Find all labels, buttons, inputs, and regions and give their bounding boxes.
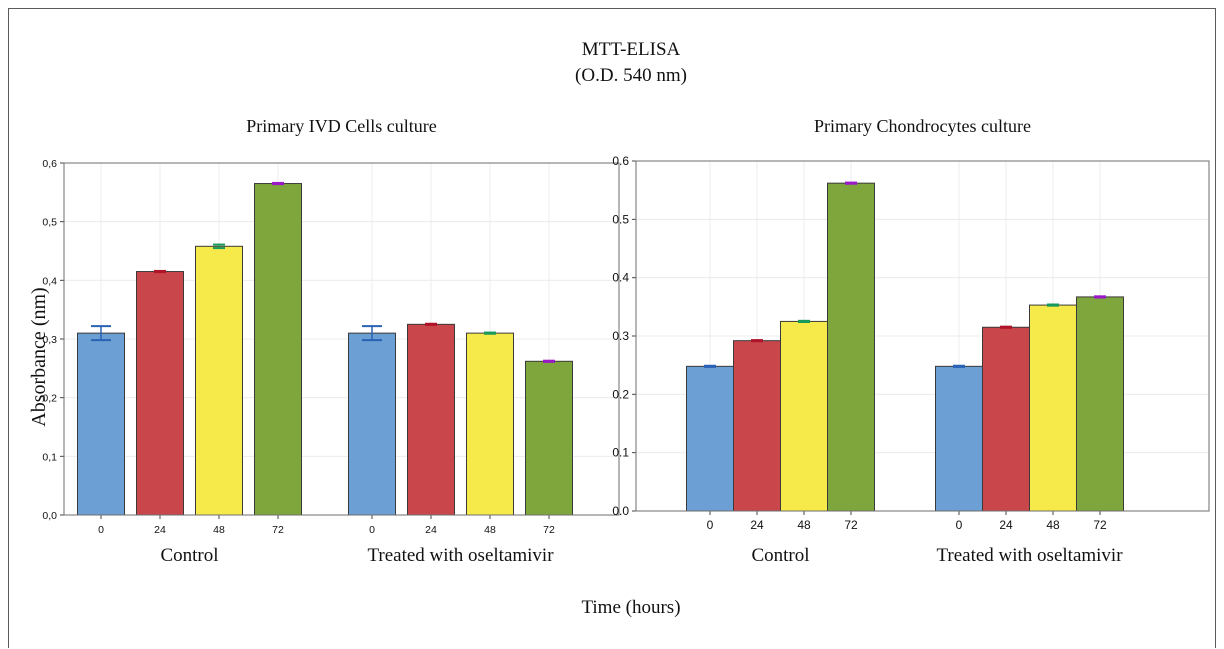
x-tick-label: 48 bbox=[797, 518, 811, 532]
y-tick-label: 0.1 bbox=[612, 446, 629, 460]
x-tick-label: 72 bbox=[1093, 518, 1107, 532]
chart-svg: MTT-ELISA (O.D. 540 nm) Absorbance (nm) … bbox=[28, 39, 1210, 618]
x-tick-label: 72 bbox=[543, 524, 555, 536]
y-tick-label: 0,0 bbox=[42, 510, 57, 522]
y-tick-label: 0,5 bbox=[42, 217, 57, 229]
y-tick-label: 0,6 bbox=[42, 158, 57, 170]
y-tick-label: 0.0 bbox=[612, 504, 629, 518]
y-axis-label: Absorbance (nm) bbox=[28, 287, 50, 426]
y-tick-label: 0,4 bbox=[42, 275, 57, 287]
y-tick-label: 0.5 bbox=[612, 212, 629, 226]
figure-title-line2: (O.D. 540 nm) bbox=[575, 65, 687, 86]
y-tick-label: 0.2 bbox=[612, 387, 629, 401]
bar bbox=[525, 360, 573, 516]
x-tick-label: 48 bbox=[484, 524, 496, 536]
x-tick-label: 24 bbox=[999, 518, 1013, 532]
y-tick-label: 0.3 bbox=[612, 329, 629, 343]
plot-border bbox=[635, 160, 1210, 512]
x-tick-label: 0 bbox=[956, 518, 963, 532]
bar bbox=[780, 320, 828, 512]
figure: MTT-ELISA (O.D. 540 nm) Absorbance (nm) … bbox=[8, 8, 1216, 648]
bar bbox=[1029, 304, 1077, 512]
x-axis-label: Time (hours) bbox=[581, 597, 680, 618]
y-tick-label: 0,2 bbox=[42, 393, 57, 405]
y-tick-label: 0.6 bbox=[612, 154, 629, 168]
bar bbox=[136, 271, 184, 516]
chart-panel-2: Primary Chondrocytes culture 0.0 0.1 0.2 0.3… bbox=[612, 116, 1210, 566]
chart-panel-1: Primary IVD Cells culture 0,0 0,1 0,2 0,3 0,4… bbox=[42, 116, 620, 566]
y-tick-label: 0.4 bbox=[612, 271, 629, 285]
x-tick-label: 48 bbox=[1046, 518, 1060, 532]
bar bbox=[348, 332, 396, 516]
bar bbox=[733, 340, 781, 512]
bar bbox=[686, 365, 734, 512]
plot-border bbox=[63, 162, 620, 516]
panel-title: Primary Chondrocytes culture bbox=[814, 116, 1031, 136]
y-tick-label: 0,1 bbox=[42, 451, 57, 463]
x-tick-label: 72 bbox=[272, 524, 284, 536]
x-tick-label: 24 bbox=[425, 524, 437, 536]
x-tick-label: 24 bbox=[750, 518, 764, 532]
group-label: Control bbox=[160, 545, 218, 566]
x-tick-label: 0 bbox=[98, 524, 104, 536]
x-tick-label: 0 bbox=[707, 518, 714, 532]
bar bbox=[982, 326, 1030, 512]
group-label: Control bbox=[751, 545, 809, 566]
bar bbox=[827, 182, 875, 512]
x-tick-label: 0 bbox=[369, 524, 375, 536]
group-label: Treated with oseltamivir bbox=[367, 545, 554, 566]
bar bbox=[407, 323, 455, 516]
bar bbox=[77, 332, 125, 516]
bar bbox=[935, 365, 983, 512]
bar bbox=[466, 332, 514, 516]
group-label: Treated with oseltamivir bbox=[936, 545, 1123, 566]
x-tick-label: 48 bbox=[213, 524, 225, 536]
bar bbox=[195, 245, 243, 516]
chart-panels: Primary IVD Cells culture 0,0 0,1 0,2 0,3 0,4… bbox=[42, 116, 1210, 566]
figure-title-line1: MTT-ELISA bbox=[582, 39, 681, 60]
y-tick-label: 0,3 bbox=[42, 334, 57, 346]
x-tick-label: 24 bbox=[154, 524, 166, 536]
panel-title: Primary IVD Cells culture bbox=[246, 116, 436, 136]
bar bbox=[254, 183, 302, 516]
bar bbox=[1076, 296, 1124, 512]
x-tick-label: 72 bbox=[844, 518, 858, 532]
